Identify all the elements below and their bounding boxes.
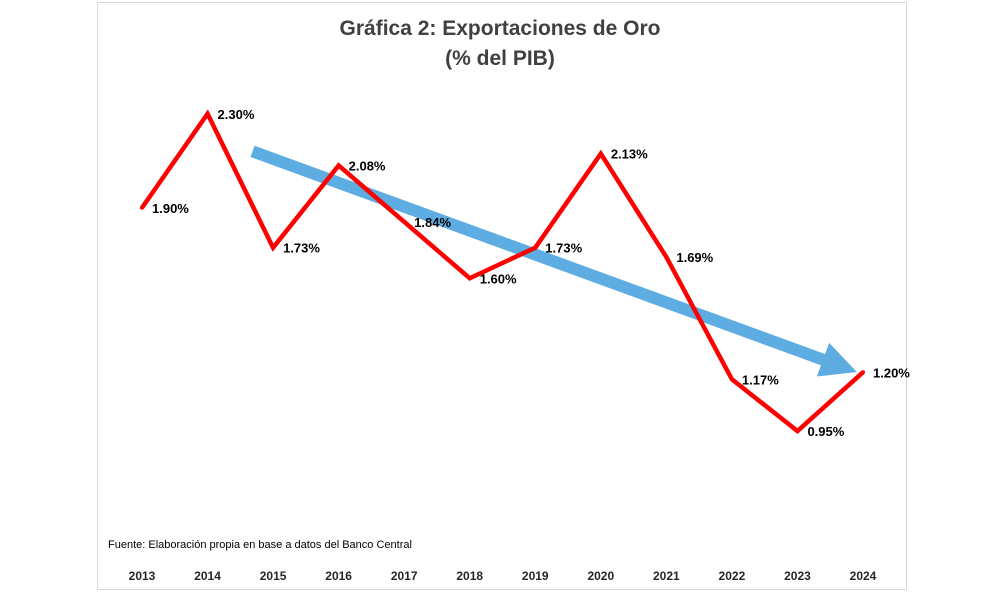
data-label-2023: 0.95% [807,424,844,439]
data-point-2018 [467,276,472,281]
chart-title-block: Gráfica 2: Exportaciones de Oro (% del P… [0,14,1000,74]
chart-frame [97,2,907,590]
x-tick-label-2023: 2023 [784,569,811,583]
data-point-2020 [598,151,603,156]
x-tick-label-2018: 2018 [456,569,483,583]
data-label-2024: 1.20% [873,365,910,380]
data-point-2019 [533,245,538,250]
data-point-2016 [336,163,341,168]
data-point-2024 [861,370,865,375]
chart-subtitle: (% del PIB) [445,47,555,70]
data-label-2021: 1.69% [676,250,713,265]
data-point-2023 [795,429,800,433]
chart-title: Gráfica 2: Exportaciones de Oro [339,17,661,40]
data-label-2019: 1.73% [545,241,582,256]
source-note: Fuente: Elaboración propia en base a dat… [108,539,412,551]
data-point-2015 [271,245,276,250]
data-label-2016: 2.08% [349,158,386,173]
data-point-2022 [729,377,734,382]
x-tick-label-2019: 2019 [522,569,549,583]
data-label-2015: 1.73% [283,241,320,256]
x-tick-label-2020: 2020 [587,569,614,583]
data-label-2013: 1.90% [152,201,189,216]
series-line [140,109,865,434]
data-point-2013 [140,205,144,210]
x-tick-label-2014: 2014 [194,569,221,583]
data-label-2017: 1.84% [414,215,451,230]
data-label-2014: 2.30% [218,107,255,122]
x-tick-label-2022: 2022 [719,569,746,583]
x-tick-label-2013: 2013 [129,569,156,583]
data-label-2020: 2.13% [611,147,648,162]
x-tick-label-2015: 2015 [260,569,287,583]
data-point-2021 [664,255,669,260]
data-label-2022: 1.17% [742,372,779,387]
trend-arrow [250,145,857,377]
data-point-2017 [402,219,407,224]
data-label-2018: 1.60% [480,271,517,286]
x-tick-label-2017: 2017 [391,569,418,583]
x-tick-label-2021: 2021 [653,569,680,583]
x-tick-label-2016: 2016 [325,569,352,583]
data-point-2014 [205,111,210,116]
x-tick-label-2024: 2024 [850,569,877,583]
